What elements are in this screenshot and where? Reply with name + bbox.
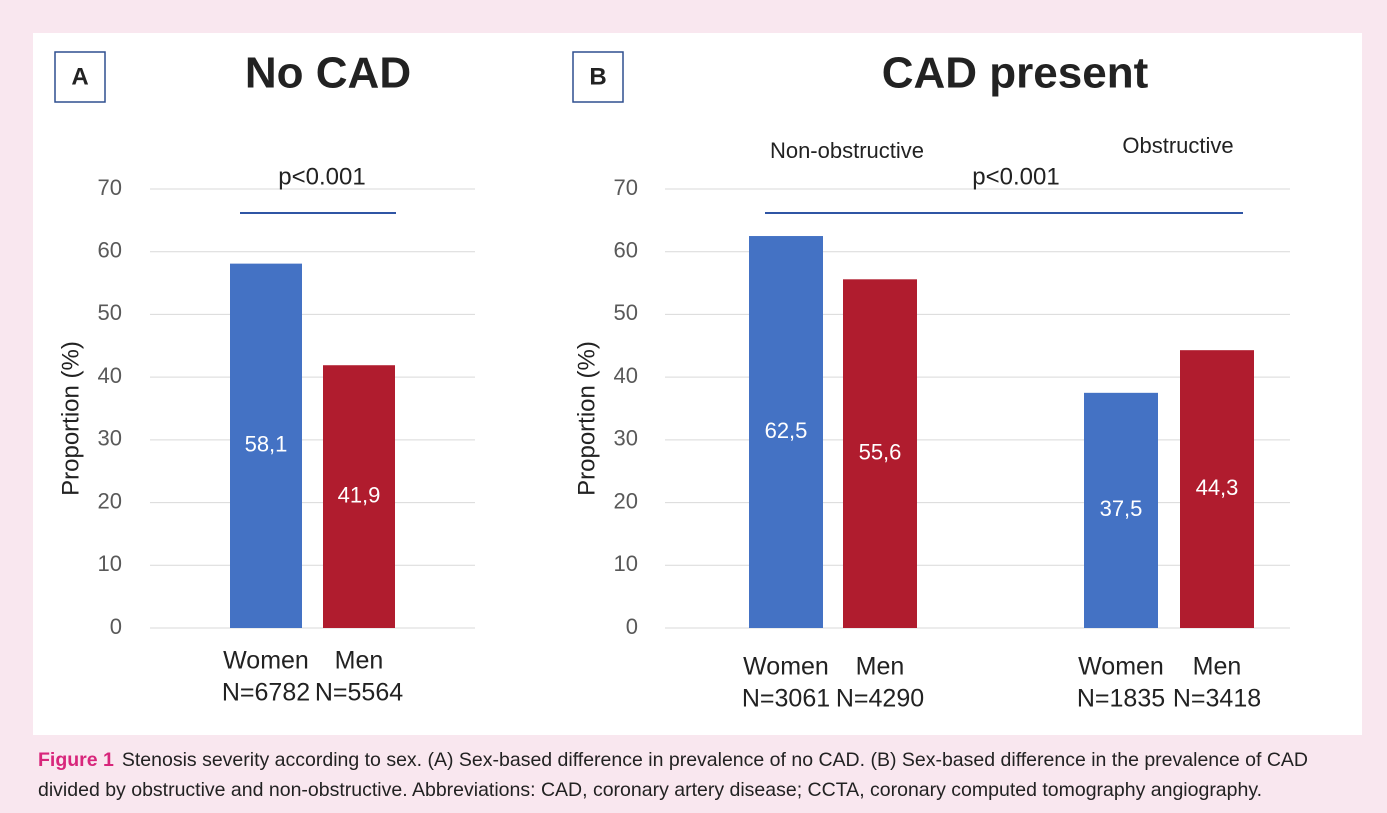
y-tick-label: 50 <box>614 300 638 325</box>
y-tick-label: 40 <box>98 363 122 388</box>
annotation: p<0.001 <box>972 163 1059 190</box>
x-tick-count: N=1835 <box>1077 685 1165 713</box>
y-tick-label: 10 <box>614 551 638 576</box>
x-tick-count: N=3418 <box>1173 685 1261 713</box>
y-tick-label: 30 <box>614 426 638 451</box>
value-label: 58,1 <box>245 432 288 457</box>
y-tick-label: 50 <box>98 300 122 325</box>
caption-label: Figure 1 <box>38 749 114 771</box>
x-tick-label: Women <box>223 647 309 675</box>
x-tick-label: Women <box>743 653 829 681</box>
value-label: 55,6 <box>859 439 902 464</box>
caption-text: Stenosis severity according to sex. (A) … <box>38 749 1308 801</box>
panel-label: B <box>589 63 606 90</box>
x-tick-count: N=6782 <box>222 679 310 707</box>
y-tick-label: 0 <box>110 614 122 639</box>
y-axis-label: Proportion (%) <box>573 341 600 496</box>
y-tick-label: 70 <box>614 175 638 200</box>
y-tick-label: 30 <box>98 426 122 451</box>
y-tick-label: 20 <box>98 488 122 513</box>
group-label: Obstructive <box>1122 133 1233 158</box>
y-tick-label: 60 <box>98 238 122 263</box>
y-axis-label: Proportion (%) <box>57 341 84 496</box>
x-tick-label: Women <box>1078 653 1164 681</box>
bar <box>323 365 395 628</box>
x-tick-count: N=5564 <box>315 679 403 707</box>
bar <box>1084 392 1158 628</box>
bar <box>230 263 302 628</box>
panel-box <box>572 51 624 103</box>
y-tick-label: 60 <box>614 238 638 263</box>
x-tick-count: N=4290 <box>836 685 924 713</box>
x-tick-count: N=3061 <box>742 685 830 713</box>
chart: A No CAD Proportion (%) 0 10 20 30 40 50 60 70 p<0.… <box>54 49 1290 713</box>
y-tick-label: 10 <box>98 551 122 576</box>
bar <box>843 279 917 628</box>
x-tick-label: Men <box>856 653 905 681</box>
caption: Figure 1 Stenosis severity according to s… <box>38 745 1358 805</box>
y-tick-label: 40 <box>614 363 638 388</box>
y-tick-label: 70 <box>98 175 122 200</box>
value-label: 41,9 <box>338 482 381 507</box>
bar <box>1180 350 1254 628</box>
group-label: Non-obstructive <box>770 138 924 163</box>
value-label: 44,3 <box>1196 475 1239 500</box>
x-tick-label: Men <box>1193 653 1242 681</box>
panel-box <box>54 51 106 103</box>
y-tick-label: 20 <box>614 488 638 513</box>
y-tick-label: 0 <box>626 614 638 639</box>
panel-label: A <box>71 63 88 90</box>
bar <box>749 236 823 629</box>
annotation: p<0.001 <box>278 163 365 190</box>
x-tick-label: Men <box>335 647 384 675</box>
chart-title: CAD present <box>882 49 1149 98</box>
chart-title: No CAD <box>245 49 411 98</box>
value-label: 62,5 <box>765 418 808 443</box>
value-label: 37,5 <box>1100 496 1143 521</box>
